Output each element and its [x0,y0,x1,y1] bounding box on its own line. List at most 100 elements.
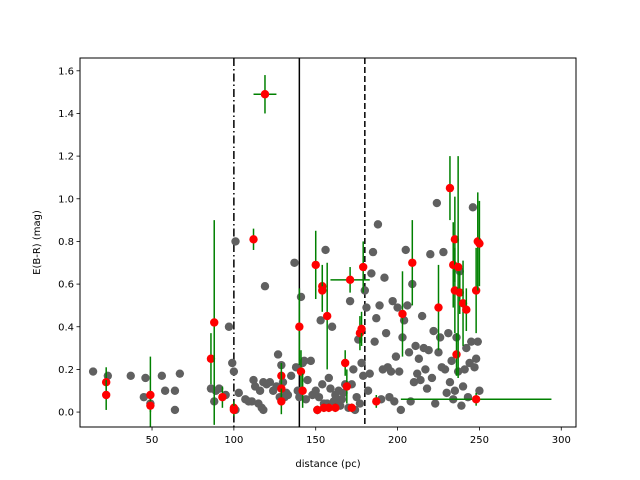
scatter-point-red [322,311,332,321]
scatter-point-grey [224,322,234,331]
scatter-point-grey [175,369,185,378]
scatter-point-red [101,390,111,400]
scatter-point-red [455,288,464,297]
scatter-point-red [146,401,155,410]
scatter-point-red [347,403,356,413]
x-axis-label: distance (pc) [295,459,360,470]
scatter-point-grey [373,220,383,229]
scatter-point-grey [300,356,309,366]
scatter-point-grey [126,371,135,381]
x-tick-label: 300 [552,435,571,446]
scatter-point-grey [360,286,370,295]
scatter-point-grey [416,375,425,385]
errorbar-group [324,403,334,413]
scatter-point-grey [421,365,430,374]
errorbar-group [357,311,366,346]
scatter-point-red [342,382,352,391]
y-tick-label: 1.6 [58,66,74,77]
scatter-point-red [434,303,443,312]
scatter-point-grey [460,365,469,374]
scatter-point-grey [303,375,312,385]
scatter-point-grey [88,367,98,376]
errorbar-group [342,369,352,404]
errorbar-group [398,271,407,357]
scatter-point-red [318,286,327,295]
scatter-point-grey [370,337,379,346]
x-tick-label: 200 [388,435,407,446]
x-tick-label: 150 [306,435,325,446]
scatter-point-grey [345,296,355,306]
scatter-point-grey [358,371,368,381]
errorbar-group [146,399,155,413]
scatter-point-red [296,367,306,376]
scatter-point-grey [435,333,445,342]
scatter-point-grey [434,348,443,357]
scatter-point-grey [368,247,378,257]
scatter-point-red [324,403,334,413]
y-tick-label: 1.0 [58,194,74,205]
errorbar-group [445,156,455,221]
y-tick-label: 0.8 [58,237,74,248]
scatter-point-red [358,262,368,272]
scatter-point-grey [390,397,399,406]
scatter-point-grey [391,352,401,361]
scatter-point-grey [265,378,275,387]
errorbar-group [453,156,463,378]
errorbar-group [295,288,304,366]
scatter-point-grey [411,341,420,351]
scatter-point-grey [445,378,455,387]
scatter-point-red [229,405,239,415]
scatter-point-grey [306,356,316,366]
scatter-point-grey [311,386,320,395]
scatter-point-red [218,392,227,402]
errorbar-group [318,269,327,312]
scatter-point-grey [318,380,327,389]
errorbar-group [313,405,322,415]
errorbar-group [475,200,484,287]
scatter-point-red [398,309,407,319]
scatter-point-grey [249,375,258,385]
errorbar-group [322,262,332,370]
scatter-point-red [450,235,460,244]
x-tick-label: 250 [470,435,489,446]
scatter-point-grey [414,354,424,363]
scatter-point-grey [355,399,365,408]
scatter-point-red [471,286,481,295]
y-tick-label: 1.4 [58,109,74,120]
scatter-point-grey [404,348,414,357]
scatter-point-red [260,90,270,99]
scatter-point-grey [321,245,330,255]
scatter-point-grey [352,392,361,402]
scatter-point-grey [463,392,473,402]
scatter-point-grey [362,303,371,312]
scatter-point-grey [363,386,373,395]
scatter-point-red [357,324,366,334]
scatter-point-grey [141,373,150,383]
errorbar-group [331,403,340,413]
scatter-point-red [298,386,307,395]
scatter-point-grey [413,369,422,378]
errorbar-group [206,333,216,385]
scatter-point-grey [462,343,471,353]
scatter-point-grey [286,371,296,381]
scatter-point-grey [231,237,240,246]
scatter-point-grey [439,247,448,257]
scatter-point-grey [255,386,265,395]
scatter-point-grey [388,296,397,306]
scatter-point-grey [417,311,427,321]
scatter-point-grey [247,397,257,406]
errorbar-group [455,271,464,314]
scatter-point-red [408,258,417,267]
scatter-point-red [452,350,461,359]
errorbar-group [229,403,239,417]
scatter-point-red [311,260,320,270]
scatter-point-grey [170,405,180,415]
scatter-point-grey [324,373,334,383]
scatter-point-grey [157,371,167,381]
errorbar-group [311,230,320,300]
scatter-point-red [295,322,304,331]
scatter-point-grey [339,388,348,398]
scatter-point-red [146,390,155,400]
scatter-point-grey [432,198,442,208]
scatter-point-grey [475,386,484,395]
